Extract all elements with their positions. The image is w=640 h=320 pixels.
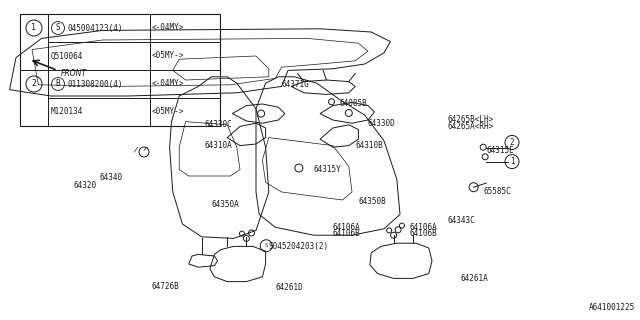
Text: 64085B: 64085B [339,100,367,108]
Text: 1: 1 [31,23,36,33]
Text: S045204203(2): S045204203(2) [269,242,329,251]
Text: S: S [56,23,60,33]
Text: 64343C: 64343C [448,216,476,225]
Text: 64350B: 64350B [358,197,386,206]
Text: 64330C: 64330C [205,120,232,129]
Text: 011308200(4): 011308200(4) [67,79,122,89]
Text: <05MY->: <05MY-> [152,52,184,60]
Text: 64310A: 64310A [205,141,232,150]
Text: 64371G: 64371G [282,80,309,89]
Text: <-04MY>: <-04MY> [152,23,184,33]
Text: 64340: 64340 [99,173,122,182]
Text: 64106B: 64106B [410,229,437,238]
Text: 64350A: 64350A [211,200,239,209]
Text: 045004123(4): 045004123(4) [67,23,122,33]
Text: 1: 1 [509,157,515,166]
Text: <-04MY>: <-04MY> [152,79,184,89]
Text: 65585C: 65585C [483,188,511,196]
Text: 64320: 64320 [74,181,97,190]
Text: 64330D: 64330D [368,119,396,128]
Text: <05MY->: <05MY-> [152,108,184,116]
Text: A641001225: A641001225 [589,303,635,312]
Text: 2: 2 [31,79,36,89]
Text: 64310B: 64310B [355,141,383,150]
Text: 64265A<RH>: 64265A<RH> [448,122,494,131]
Text: 64265B<LH>: 64265B<LH> [448,116,494,124]
Text: B: B [56,79,60,89]
Text: 64261A: 64261A [461,274,488,283]
Text: Q510064: Q510064 [51,52,83,60]
Text: 2: 2 [509,138,515,147]
Text: M120134: M120134 [51,108,83,116]
Bar [20,14,220,126]
Text: 64315E: 64315E [486,146,514,155]
Text: 64106A: 64106A [333,223,360,232]
Text: FRONT: FRONT [61,69,87,78]
Text: 64106B: 64106B [333,229,360,238]
Text: 64726B: 64726B [152,282,179,291]
Text: 64261D: 64261D [275,284,303,292]
Text: 64315Y: 64315Y [314,165,341,174]
Text: S: S [264,243,268,248]
Text: 64106A: 64106A [410,223,437,232]
